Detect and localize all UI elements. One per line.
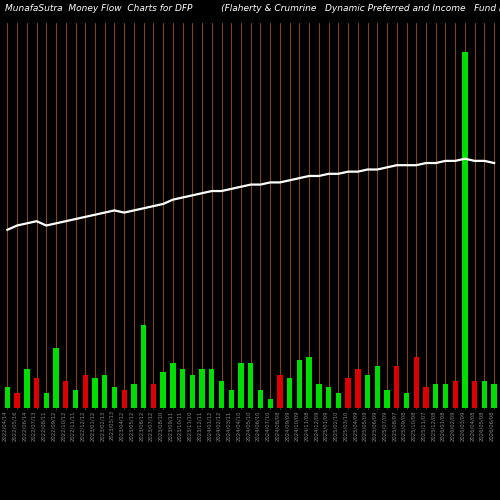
Bar xyxy=(365,375,370,408)
Bar xyxy=(404,392,409,407)
Bar xyxy=(209,369,214,408)
Bar xyxy=(472,381,478,407)
Bar xyxy=(4,387,10,407)
Bar xyxy=(112,387,117,407)
Bar xyxy=(258,390,263,407)
Bar xyxy=(131,384,136,407)
Bar xyxy=(492,384,497,407)
Bar xyxy=(141,324,146,407)
Bar xyxy=(394,366,400,408)
Bar xyxy=(462,52,468,408)
Bar xyxy=(219,381,224,407)
Bar xyxy=(452,381,458,407)
Bar xyxy=(355,369,360,408)
Bar xyxy=(150,384,156,407)
Bar xyxy=(287,378,292,408)
Bar xyxy=(374,366,380,408)
Bar xyxy=(180,369,186,408)
Bar xyxy=(336,392,341,407)
Bar xyxy=(384,390,390,407)
Bar xyxy=(24,369,30,408)
Bar xyxy=(122,390,127,407)
Bar xyxy=(92,378,98,408)
Bar xyxy=(14,392,20,407)
Bar xyxy=(278,375,282,408)
Bar xyxy=(424,387,428,407)
Bar xyxy=(34,378,40,408)
Bar xyxy=(160,372,166,408)
Bar xyxy=(238,363,244,408)
Text: MunafaSutra  Money Flow  Charts for DFP          (Flaherty & Crumrine   Dynamic : MunafaSutra Money Flow Charts for DFP (F… xyxy=(5,4,500,13)
Bar xyxy=(306,357,312,408)
Bar xyxy=(346,378,351,408)
Bar xyxy=(443,384,448,407)
Bar xyxy=(102,375,108,408)
Bar xyxy=(73,390,78,407)
Bar xyxy=(482,381,487,407)
Bar xyxy=(44,392,49,407)
Bar xyxy=(200,369,205,408)
Bar xyxy=(170,363,175,408)
Bar xyxy=(228,390,234,407)
Bar xyxy=(296,360,302,408)
Bar xyxy=(433,384,438,407)
Bar xyxy=(326,387,332,407)
Bar xyxy=(268,398,273,407)
Bar xyxy=(190,375,195,408)
Bar xyxy=(414,357,419,408)
Bar xyxy=(63,381,68,407)
Bar xyxy=(54,348,59,408)
Bar xyxy=(248,363,254,408)
Bar xyxy=(316,384,322,407)
Bar xyxy=(82,375,88,408)
